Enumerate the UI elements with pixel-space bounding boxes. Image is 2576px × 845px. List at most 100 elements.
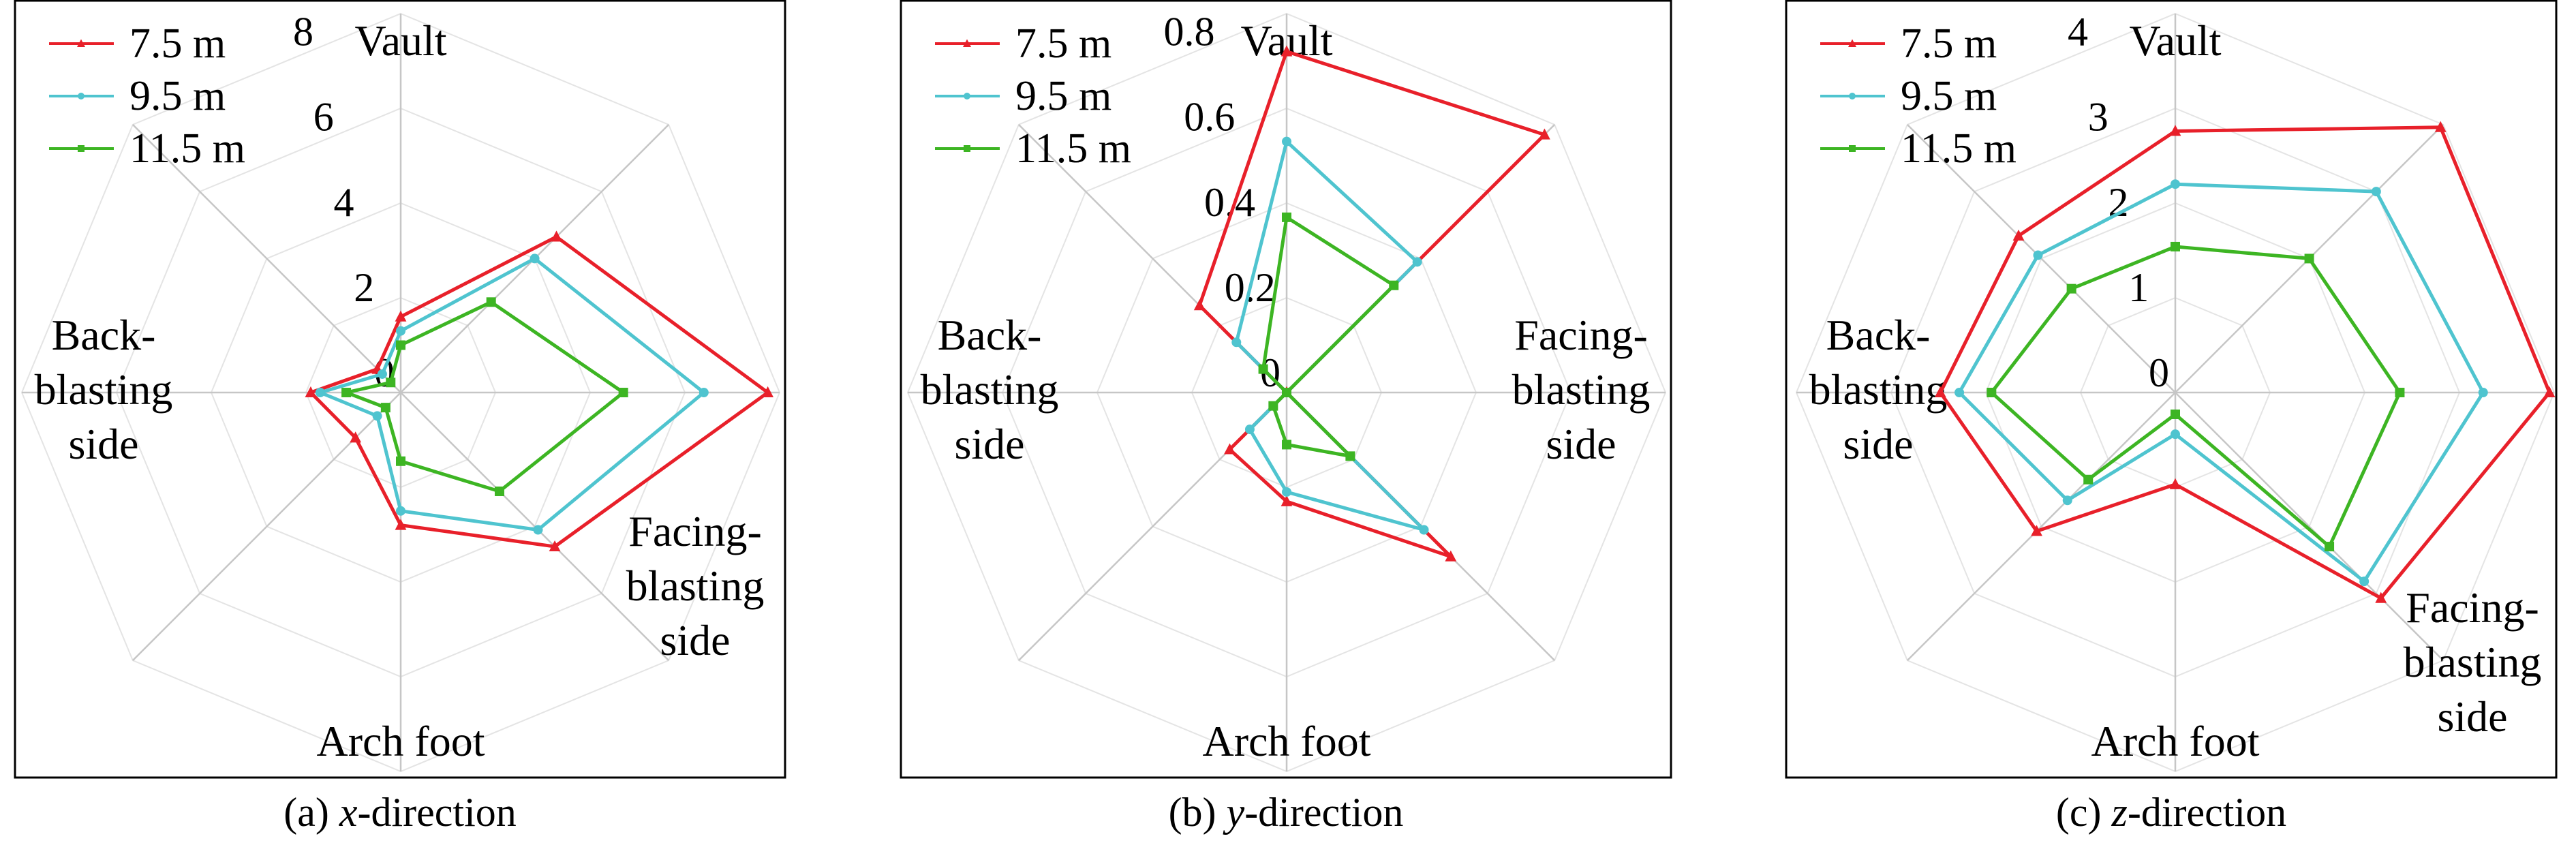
triangle-marker [1848, 39, 1856, 47]
square-marker [396, 456, 405, 466]
triangle-marker [551, 230, 562, 242]
triangle-marker [1539, 128, 1550, 140]
legend-label: 9.5 m [1901, 73, 1997, 119]
square-marker [1389, 280, 1399, 290]
circle-marker [1954, 388, 1965, 397]
chart-frame [900, 0, 1672, 779]
tick-label: 0.6 [1184, 95, 1235, 140]
circle-marker [396, 506, 405, 516]
circle-marker [964, 93, 970, 99]
square-marker [1282, 440, 1291, 450]
square-marker [964, 145, 970, 152]
legend-label: 11.5 m [1015, 125, 1131, 172]
caption-variable: z [2111, 790, 2128, 835]
circle-marker [377, 369, 387, 379]
caption-suffix: -direction [1244, 790, 1403, 835]
series-line [1261, 215, 1396, 458]
axis-label-line: blasting [1512, 365, 1651, 414]
square-marker [618, 388, 628, 397]
circle-marker [1244, 425, 1255, 435]
square-marker [1849, 145, 1856, 152]
triangle-marker [2375, 592, 2387, 603]
square-marker [1268, 401, 1278, 411]
triangle-marker [305, 386, 317, 397]
chart-caption: (c) z-direction [2056, 790, 2286, 835]
axis-label-line: Back- [1826, 311, 1931, 359]
circle-marker [396, 326, 405, 336]
series-line [1989, 245, 2402, 549]
axis-label-line: Vault [354, 16, 446, 65]
series-9-5-m [1954, 179, 2488, 587]
circle-marker [1231, 337, 1242, 348]
series-11-5-m [1258, 212, 1399, 461]
triangle-marker [2012, 229, 2025, 241]
axis-label-line: side [2437, 692, 2507, 741]
axis-label: Arch foot [1202, 717, 1370, 765]
triangle-marker [1445, 550, 1457, 562]
square-marker [494, 486, 504, 496]
caption-prefix: (b) [1169, 790, 1227, 835]
series-line [1938, 125, 2551, 600]
chart-caption: (a) x-direction [283, 790, 516, 835]
circle-marker [2171, 179, 2180, 189]
circle-marker [1419, 525, 1429, 535]
square-marker [1987, 388, 1997, 397]
square-marker [386, 378, 396, 388]
axis-line [132, 392, 401, 662]
circle-marker [2033, 250, 2043, 260]
axis-label-line: Vault [2129, 16, 2221, 65]
axis-label-line: blasting [35, 365, 173, 414]
caption-suffix: -direction [358, 790, 517, 835]
caption-suffix: -direction [2128, 790, 2286, 835]
series-11-5-m [341, 297, 628, 496]
square-marker [1282, 388, 1291, 397]
circle-marker [1282, 487, 1291, 497]
caption-prefix: (a) [283, 790, 339, 835]
circle-marker [2478, 388, 2488, 397]
axis-label: Arch foot [316, 717, 485, 765]
axis-label-line: Facing- [628, 507, 762, 555]
legend-label: 7.5 m [1015, 20, 1111, 67]
axis-label: Facing-blasting side [2404, 583, 2542, 741]
square-marker [2083, 474, 2094, 485]
axis-label-line: Facing- [1514, 311, 1648, 359]
axis-label-line: Vault [1240, 16, 1332, 65]
triangle-marker [2031, 525, 2042, 536]
circle-marker [315, 388, 325, 397]
circle-marker [1849, 93, 1856, 99]
triangle-marker [2434, 121, 2447, 132]
circle-marker [2062, 495, 2072, 506]
caption-prefix: (c) [2056, 790, 2112, 835]
axis-label-line: side [660, 616, 730, 664]
square-marker [1345, 451, 1355, 461]
axis-label: Facing-blasting side [1512, 311, 1651, 468]
series-9-5-m [315, 253, 709, 535]
circle-marker [1412, 257, 1422, 267]
axis-label-line: blasting [1809, 365, 1948, 414]
square-marker [2066, 283, 2076, 294]
tick-label: 8 [293, 10, 313, 55]
series-9-5-m [1231, 136, 1429, 535]
square-marker [341, 388, 352, 397]
axis-label-line: side [1843, 420, 1913, 468]
axis-label: Back-blasting side [35, 311, 173, 468]
caption-variable: x [339, 790, 358, 835]
axis-label-line: side [68, 420, 138, 468]
chart-caption: (b) y-direction [1169, 790, 1404, 835]
square-marker [380, 403, 390, 413]
legend-label: 7.5 m [129, 20, 226, 67]
tick-label: 2 [354, 265, 374, 310]
axis-label-line: Back- [52, 311, 156, 359]
square-marker [2325, 542, 2335, 552]
triangle-marker [350, 431, 362, 443]
axis-label: Facing-blasting side [626, 507, 765, 664]
tick-label: 6 [313, 95, 334, 140]
axis-label: Vault [354, 16, 446, 65]
series-11-5-m [1987, 241, 2405, 552]
triangle-marker [2169, 125, 2181, 136]
triangle-marker [1193, 299, 1206, 311]
axis-label: Back-blasting side [1809, 311, 1948, 468]
legend-label: 9.5 m [1015, 73, 1111, 119]
